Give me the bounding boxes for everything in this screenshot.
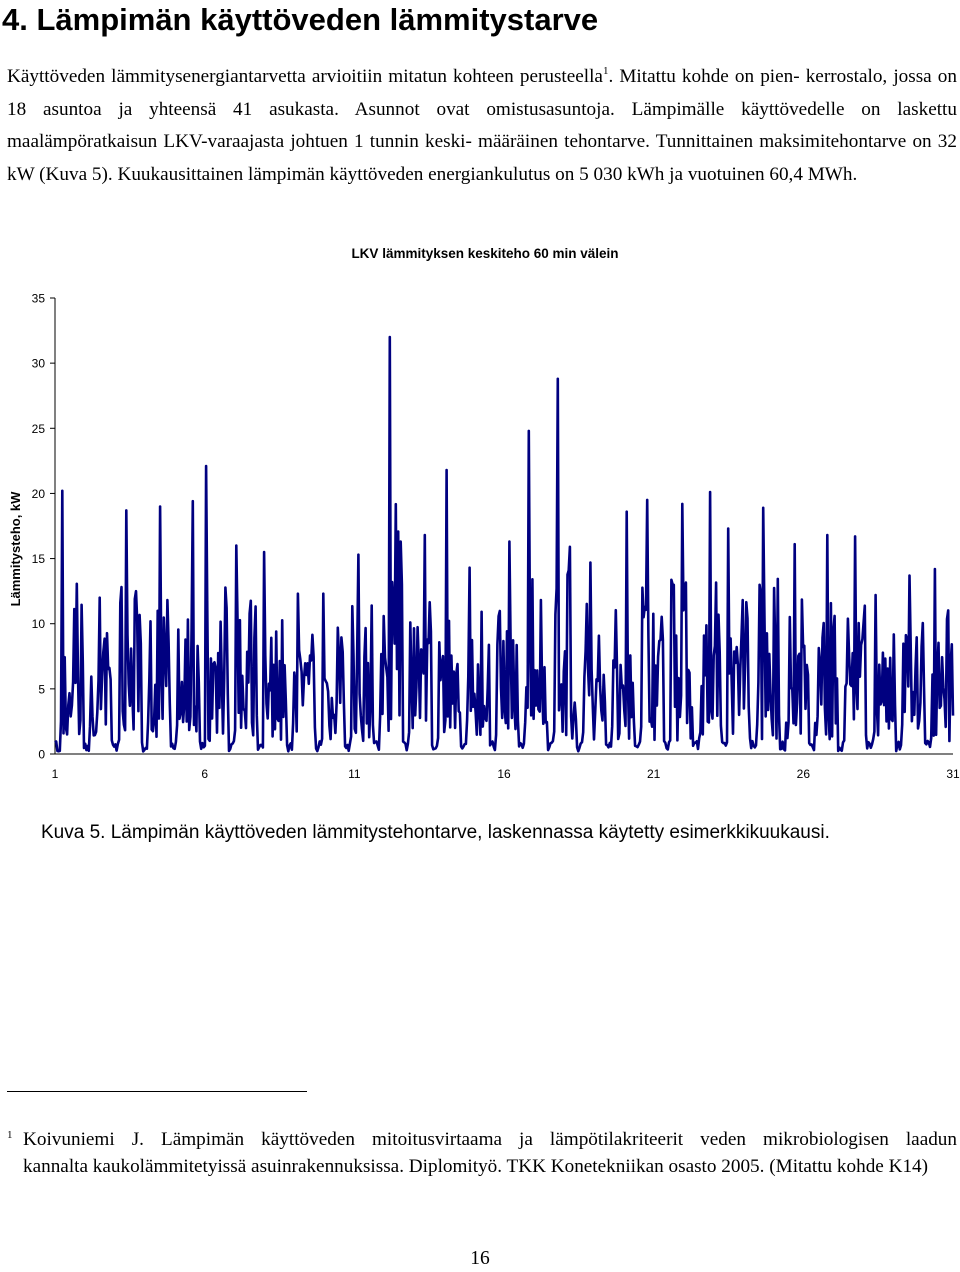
body-paragraph: Käyttöveden lämmitysenergiantarvetta arv… (7, 61, 957, 191)
y-tick-label: 30 (32, 357, 46, 371)
footnote-body: Koivuniemi J. Lämpimän käyttöveden mitoi… (7, 1126, 957, 1180)
y-tick-label: 20 (32, 487, 46, 501)
page-number: 16 (470, 1248, 490, 1269)
y-tick-label: 35 (32, 292, 46, 306)
y-axis-label: Lämmitysteho, kW (8, 491, 23, 607)
y-tick-label: 5 (38, 682, 45, 696)
y-tick-label: 15 (32, 552, 46, 566)
chart-title: LKV lämmityksen keskiteho 60 min välein (351, 246, 618, 261)
y-tick-label: 10 (32, 617, 46, 631)
power-chart: LKV lämmityksen keskiteho 60 min välein … (8, 246, 960, 781)
x-tick-label: 16 (497, 767, 511, 781)
y-tick-label: 0 (38, 748, 45, 762)
y-ticks: 0 5 10 15 20 25 30 35 (32, 292, 55, 762)
x-tick-label: 21 (647, 767, 661, 781)
footnote: 1 Koivuniemi J. Lämpimän käyttöveden mit… (7, 1126, 957, 1180)
x-tick-label: 11 (348, 767, 361, 781)
footnote-reference[interactable]: 1 (602, 65, 609, 77)
series-line (54, 335, 955, 753)
figure-caption: Kuva 5. Lämpimän käyttöveden lämmitysteh… (41, 822, 830, 843)
x-tick-label: 6 (201, 767, 208, 781)
x-tick-label: 26 (797, 767, 811, 781)
paragraph-text-2: . Mitattu kohde on pien- kerrostalo, jos… (7, 66, 957, 185)
footnote-divider (7, 1091, 307, 1092)
x-ticks: 1 6 11 16 21 26 31 (52, 767, 960, 781)
x-tick-label: 31 (946, 767, 960, 781)
x-tick-label: 1 (52, 767, 59, 781)
footnote-mark: 1 (7, 1129, 13, 1141)
y-tick-label: 25 (32, 422, 46, 436)
section-heading: 4. Lämpimän käyttöveden lämmitystarve (2, 2, 599, 37)
paragraph-text-1: Käyttöveden lämmitysenergiantarvetta arv… (7, 66, 603, 87)
footnote-line-1: Koivuniemi J. Lämpimän käyttöveden mitoi… (23, 1129, 957, 1150)
footnote-line-2: kannalta kaukolämmitetyissä asuinrakennu… (23, 1156, 929, 1177)
